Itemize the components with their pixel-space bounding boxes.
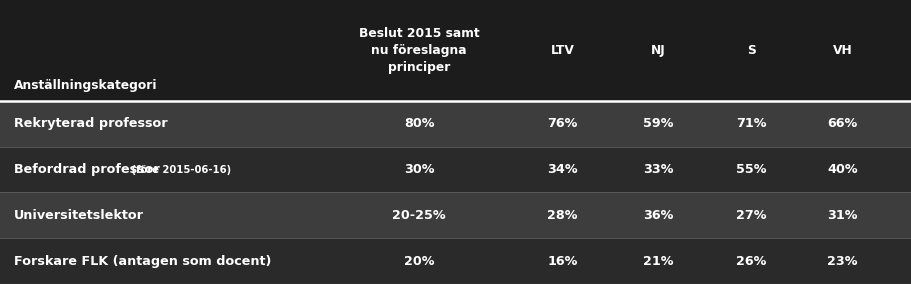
Text: 80%: 80% xyxy=(404,117,435,130)
Text: 16%: 16% xyxy=(548,254,578,268)
Text: 27%: 27% xyxy=(736,209,767,222)
Text: 40%: 40% xyxy=(827,163,858,176)
Text: 23%: 23% xyxy=(827,254,858,268)
Text: 21%: 21% xyxy=(643,254,673,268)
Text: VH: VH xyxy=(833,44,853,57)
Text: 71%: 71% xyxy=(736,117,767,130)
Text: 20-25%: 20-25% xyxy=(393,209,445,222)
Text: LTV: LTV xyxy=(550,44,575,57)
Text: 30%: 30% xyxy=(404,163,435,176)
Text: 36%: 36% xyxy=(643,209,673,222)
Text: 26%: 26% xyxy=(736,254,767,268)
Text: Befordrad professor: Befordrad professor xyxy=(14,163,159,176)
Text: Anställningskategori: Anställningskategori xyxy=(14,79,158,92)
Bar xyxy=(0,101,911,147)
Bar xyxy=(0,238,911,284)
Text: 34%: 34% xyxy=(548,163,578,176)
Text: 66%: 66% xyxy=(827,117,858,130)
Text: Beslut 2015 samt
nu föreslagna
principer: Beslut 2015 samt nu föreslagna principer xyxy=(359,27,479,74)
Text: NJ: NJ xyxy=(650,44,666,57)
Text: 76%: 76% xyxy=(548,117,578,130)
Text: 28%: 28% xyxy=(548,209,578,222)
Text: Forskare FLK (antagen som docent): Forskare FLK (antagen som docent) xyxy=(14,254,271,268)
Text: 20%: 20% xyxy=(404,254,435,268)
Text: 33%: 33% xyxy=(643,163,673,176)
Text: (före 2015-06-16): (före 2015-06-16) xyxy=(128,164,230,174)
Text: 59%: 59% xyxy=(643,117,673,130)
Text: 31%: 31% xyxy=(827,209,858,222)
Bar xyxy=(0,147,911,193)
Text: S: S xyxy=(747,44,756,57)
Bar xyxy=(0,193,911,238)
Text: Rekryterad professor: Rekryterad professor xyxy=(14,117,168,130)
Text: Universitetslektor: Universitetslektor xyxy=(14,209,144,222)
Text: 55%: 55% xyxy=(736,163,767,176)
